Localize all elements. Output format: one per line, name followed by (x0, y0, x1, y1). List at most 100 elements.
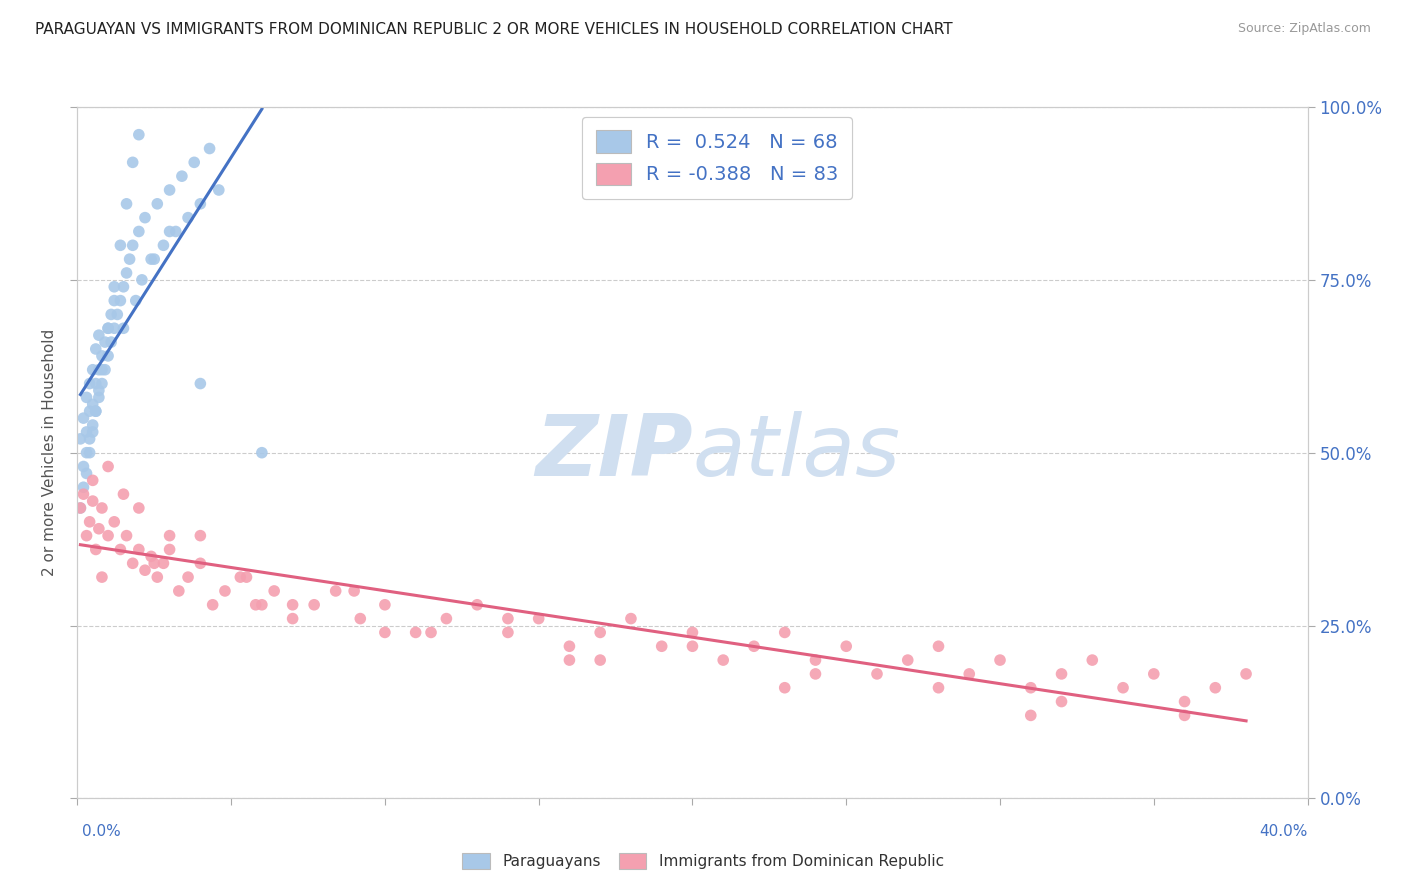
Point (87, 384, 110, 398)
Point (957, 667, 980, 681)
Point (928, 681, 950, 695)
Point (188, 197, 212, 211)
Point (302, 598, 325, 612)
Point (97, 321, 120, 335)
Point (103, 293, 125, 308)
Point (177, 211, 200, 225)
Point (263, 583, 285, 598)
Point (1234, 667, 1257, 681)
Point (183, 155, 205, 169)
Point (343, 583, 366, 598)
Point (1204, 681, 1226, 695)
Point (773, 681, 796, 695)
Point (79, 445, 101, 460)
Point (87, 391, 110, 405)
Point (152, 557, 174, 571)
Point (165, 225, 187, 239)
Y-axis label: 2 or more Vehicles in Household: 2 or more Vehicles in Household (42, 329, 58, 576)
Point (1081, 653, 1104, 667)
Point (835, 639, 858, 653)
Point (250, 598, 273, 612)
Point (112, 279, 135, 293)
Point (72, 459, 94, 474)
Point (82, 425, 104, 439)
Point (214, 583, 236, 598)
Point (496, 612, 519, 626)
Point (558, 639, 581, 653)
Point (436, 612, 458, 626)
Point (79, 404, 101, 418)
Point (90, 376, 114, 391)
Point (134, 563, 156, 577)
Point (1019, 681, 1042, 695)
Point (84, 542, 107, 557)
Point (76, 391, 98, 405)
Point (159, 528, 181, 542)
Point (250, 445, 273, 460)
Point (121, 557, 143, 571)
Point (97, 349, 120, 363)
Point (84, 342, 107, 356)
Point (79, 432, 101, 446)
Point (128, 128, 150, 142)
Point (146, 197, 169, 211)
Point (121, 238, 143, 252)
Point (128, 542, 150, 557)
Point (69, 432, 91, 446)
Point (374, 598, 396, 612)
Point (651, 639, 673, 653)
Point (112, 487, 135, 501)
Point (281, 598, 304, 612)
Point (79, 376, 101, 391)
Point (84, 404, 107, 418)
Point (374, 625, 396, 640)
Point (82, 362, 104, 376)
Point (229, 570, 252, 584)
Text: 0.0%: 0.0% (82, 824, 121, 838)
Point (167, 583, 190, 598)
Point (97, 321, 120, 335)
Point (87, 362, 110, 376)
Point (90, 570, 114, 584)
Point (131, 273, 153, 287)
Text: atlas: atlas (693, 411, 900, 494)
Point (742, 639, 765, 653)
Point (1174, 708, 1197, 723)
Point (90, 501, 114, 516)
Point (143, 252, 166, 266)
Point (84, 404, 107, 418)
Point (558, 653, 581, 667)
Point (105, 307, 128, 321)
Text: 40.0%: 40.0% (1260, 824, 1308, 838)
Point (115, 528, 138, 542)
Point (82, 397, 104, 411)
Point (988, 653, 1011, 667)
Point (103, 321, 125, 335)
Point (82, 473, 104, 487)
Point (72, 487, 94, 501)
Text: Source: ZipAtlas.com: Source: ZipAtlas.com (1237, 22, 1371, 36)
Point (141, 252, 163, 266)
Point (804, 653, 827, 667)
Point (128, 501, 150, 516)
Point (866, 667, 889, 681)
Point (198, 142, 221, 156)
Point (1050, 667, 1073, 681)
Point (121, 155, 143, 169)
Point (103, 515, 125, 529)
Point (928, 639, 950, 653)
Point (188, 528, 212, 542)
Point (235, 570, 257, 584)
Point (201, 598, 224, 612)
Point (97, 459, 120, 474)
Point (143, 557, 166, 571)
Point (125, 293, 148, 308)
Point (115, 197, 138, 211)
Point (94, 334, 117, 349)
Point (1019, 708, 1042, 723)
Point (496, 625, 519, 640)
Point (1174, 694, 1197, 708)
Point (589, 653, 612, 667)
Point (79, 515, 101, 529)
Point (188, 376, 212, 391)
